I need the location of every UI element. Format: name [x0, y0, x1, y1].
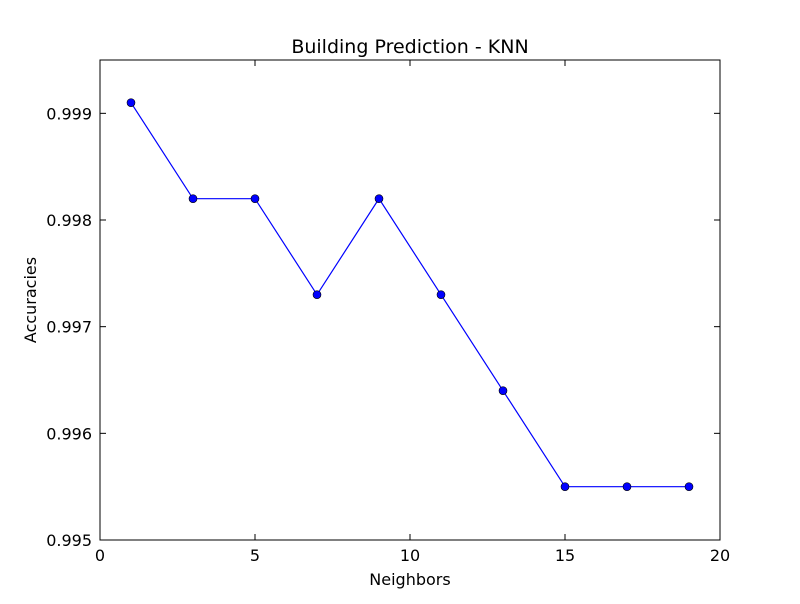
x-tick-label: 0: [95, 546, 105, 565]
chart-title: Building Prediction - KNN: [291, 36, 528, 58]
data-point: [436, 290, 446, 299]
x-tick-label: 5: [250, 546, 260, 565]
data-point: [188, 194, 198, 203]
series-line: [130, 102, 689, 488]
data-point: [684, 482, 694, 491]
y-tick-label: 0.997: [46, 318, 92, 337]
x-ticks: 0 5 10 15 20: [95, 60, 730, 565]
data-point: [498, 386, 508, 395]
y-tick-label: 0.996: [46, 424, 92, 443]
data-point: [126, 98, 136, 107]
y-ticks: 0.995 0.996 0.997 0.998 0.999: [46, 104, 720, 550]
data-point: [374, 194, 384, 203]
y-tick-label: 0.995: [46, 531, 92, 550]
data-point: [312, 290, 322, 299]
y-axis-label: Accuracies: [21, 257, 40, 343]
x-tick-label: 10: [400, 546, 420, 565]
data-point: [622, 482, 632, 491]
x-tick-label: 15: [555, 546, 575, 565]
plot-area: 0 5 10 15 20 0.995 0.996 0.997 0.998 0.999: [46, 59, 730, 565]
y-tick-label: 0.998: [46, 211, 92, 230]
y-tick-label: 0.999: [46, 104, 92, 123]
x-tick-label: 20: [710, 546, 730, 565]
data-point: [250, 194, 260, 203]
series-layer: [126, 98, 694, 491]
plot-frame: [99, 59, 721, 541]
x-axis-label: Neighbors: [369, 570, 450, 589]
data-point: [560, 482, 570, 491]
